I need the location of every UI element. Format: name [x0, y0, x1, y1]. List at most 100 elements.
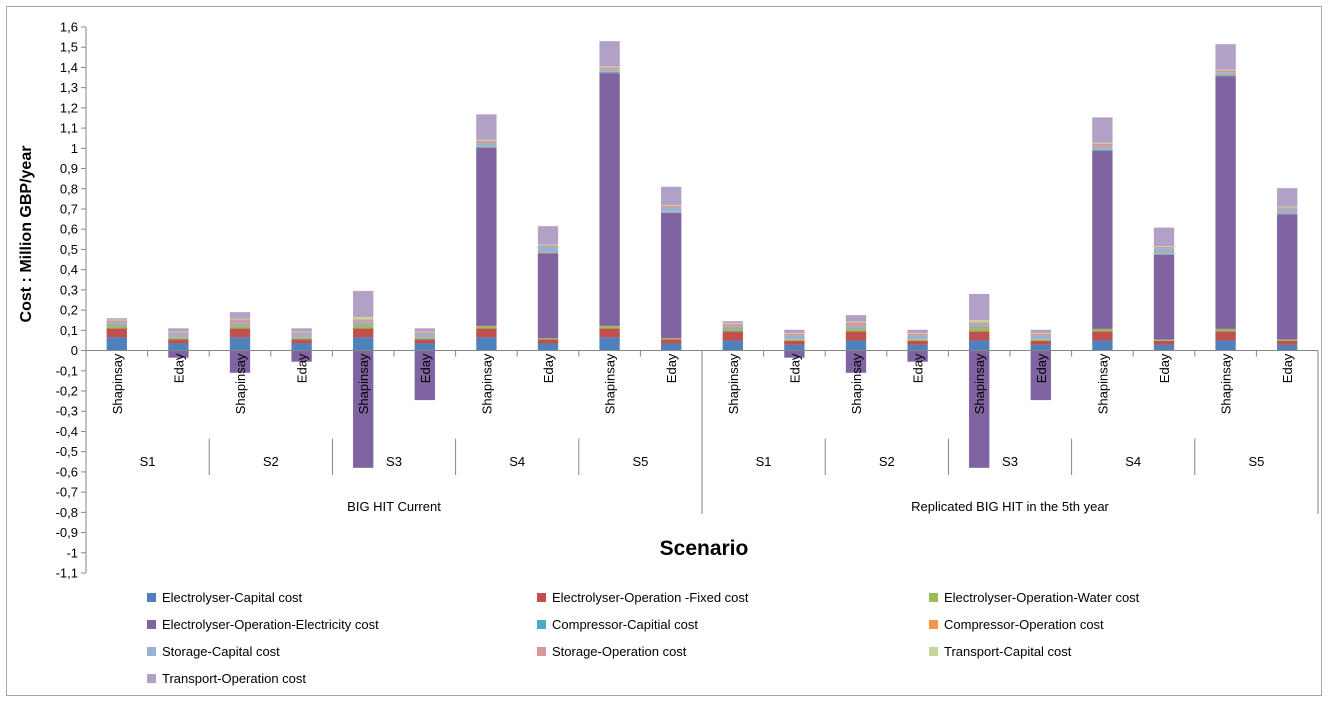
bar-segment: [1277, 213, 1298, 215]
bar-segment: [1153, 340, 1175, 345]
bar-segment: [845, 315, 867, 322]
legend-swatch: [537, 647, 546, 656]
bar-segment: [1153, 254, 1175, 340]
bar-segment: [476, 114, 497, 140]
legend-swatch: [147, 647, 156, 656]
category-label: Shapinsay: [1219, 353, 1234, 414]
bar-segment: [1153, 344, 1175, 351]
legend-swatch: [537, 593, 546, 602]
bar-segment: [414, 334, 435, 338]
y-tick-label: 0,3: [60, 282, 78, 297]
bar-segment: [1030, 344, 1051, 351]
bar-segment: [661, 212, 682, 213]
bar-segment: [661, 339, 682, 344]
bar-segment: [291, 337, 312, 339]
bar-segment: [661, 211, 682, 213]
y-tick-label: 1,1: [60, 121, 78, 136]
bar-segment: [1092, 328, 1113, 332]
y-tick-label: -0,2: [56, 384, 78, 399]
bar-segment: [969, 324, 990, 327]
bar-segment: [291, 338, 312, 340]
scenario-label: S2: [879, 454, 895, 469]
bar-segment: [1153, 339, 1175, 341]
category-label: Eday: [541, 353, 556, 383]
bar-segment: [414, 328, 435, 332]
category-label: Shapinsay: [479, 353, 494, 414]
scenario-label: S2: [263, 454, 279, 469]
y-tick-label: 1,6: [60, 20, 78, 35]
bar-segment: [476, 146, 497, 148]
bar-segment: [1092, 340, 1113, 351]
legend-swatch: [147, 674, 156, 683]
bar-segment: [414, 343, 435, 351]
bar-segment: [661, 338, 682, 340]
bar-segment: [537, 343, 559, 351]
group-label: Replicated BIG HIT in the 5th year: [911, 499, 1109, 514]
bar-segment: [845, 322, 867, 326]
bar-segment: [722, 325, 743, 328]
legend-swatch: [929, 647, 938, 656]
bar-segment: [291, 350, 312, 362]
bar-segment: [106, 328, 127, 338]
bar-segment: [1215, 331, 1236, 341]
bar-segment: [661, 207, 682, 212]
y-tick-label: 0,7: [60, 202, 78, 217]
bar-segment: [1277, 344, 1298, 351]
legend-swatch: [147, 593, 156, 602]
legend-label: Electrolyser-Operation-Electricity cost: [162, 617, 379, 632]
bar-segment: [784, 339, 805, 340]
bar-segment: [1030, 339, 1051, 340]
bar-segment: [784, 338, 805, 340]
bar-segment: [661, 343, 682, 351]
bar-segment: [1277, 188, 1298, 207]
category-label: Shapinsay: [849, 353, 864, 414]
bar-segment: [1092, 150, 1113, 329]
y-tick-label: 0,6: [60, 222, 78, 237]
bar-segment: [353, 350, 374, 468]
bar-segment: [1092, 331, 1113, 341]
bar-segment: [106, 319, 127, 321]
y-tick-label: -0,1: [56, 363, 78, 378]
bar-segment: [784, 339, 805, 341]
bar-segment: [784, 333, 805, 336]
bar-segment: [784, 350, 805, 358]
bar-segment: [969, 350, 990, 468]
scenario-label: S5: [632, 454, 648, 469]
bar-segment: [599, 71, 620, 73]
legend-label: Storage-Operation cost: [552, 644, 687, 659]
bar-segment: [537, 244, 559, 246]
bar-segment: [414, 337, 435, 338]
bar-segment: [1153, 246, 1175, 249]
bar-segment: [414, 332, 435, 335]
bar-segment: [969, 320, 990, 323]
bar-segment: [722, 323, 743, 326]
bar-segment: [229, 319, 251, 323]
bar-segment: [661, 186, 682, 206]
bar-segment: [1277, 214, 1298, 340]
x-axis-title: Scenario: [660, 537, 749, 560]
bar-segment: [722, 340, 743, 351]
bar-segment: [784, 340, 805, 345]
legend-swatch: [929, 620, 938, 629]
bar-segment: [1277, 339, 1298, 341]
category-label: Shapinsay: [233, 353, 248, 414]
bar-segment: [599, 337, 620, 351]
bar-segment: [599, 72, 620, 74]
category-label: Eday: [1280, 353, 1295, 383]
bar-segment: [537, 253, 559, 339]
bar-segment: [353, 321, 374, 324]
bar-segment: [1215, 69, 1236, 71]
bar-segment: [353, 328, 374, 338]
bar-segment: [106, 337, 127, 351]
bar-segment: [1153, 248, 1175, 254]
legend-label: Transport-Capital cost: [944, 644, 1072, 659]
bar-segment: [291, 328, 312, 332]
bar-segment: [353, 323, 374, 325]
bar-segment: [1215, 72, 1236, 75]
bar-segment: [353, 319, 374, 322]
scenario-label: S3: [386, 454, 402, 469]
bar-segment: [168, 337, 189, 339]
bar-segment: [907, 338, 928, 340]
bar-segment: [845, 350, 867, 373]
